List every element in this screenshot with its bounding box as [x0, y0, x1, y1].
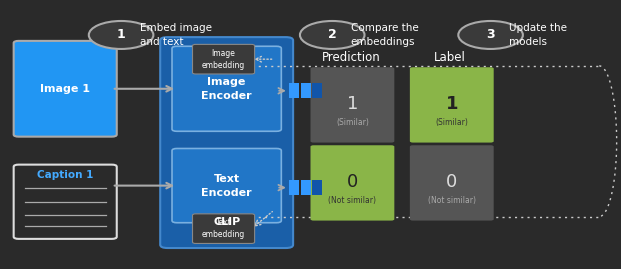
Bar — [301, 180, 310, 195]
Circle shape — [89, 21, 153, 49]
Text: 3: 3 — [486, 29, 495, 41]
FancyBboxPatch shape — [310, 67, 394, 143]
Bar — [289, 180, 299, 195]
Bar — [312, 83, 322, 98]
Bar — [312, 180, 322, 195]
Text: Image
Encoder: Image Encoder — [201, 77, 252, 101]
Text: Image 1: Image 1 — [40, 84, 90, 94]
Text: Update the
models: Update the models — [509, 23, 567, 47]
FancyBboxPatch shape — [14, 41, 117, 137]
FancyBboxPatch shape — [172, 46, 281, 131]
Text: Label: Label — [434, 51, 466, 64]
Text: 1: 1 — [445, 95, 458, 112]
FancyBboxPatch shape — [193, 214, 255, 243]
FancyBboxPatch shape — [310, 145, 394, 221]
Text: Caption 1: Caption 1 — [37, 170, 93, 180]
FancyBboxPatch shape — [14, 165, 117, 239]
FancyBboxPatch shape — [172, 148, 281, 223]
Text: (Not similar): (Not similar) — [329, 196, 376, 205]
FancyBboxPatch shape — [160, 37, 293, 248]
Bar — [301, 83, 310, 98]
Bar — [289, 83, 299, 98]
Text: 0: 0 — [446, 173, 458, 190]
Text: 2: 2 — [328, 29, 337, 41]
Text: (Similar): (Similar) — [336, 118, 369, 127]
Text: (Similar): (Similar) — [435, 118, 468, 127]
FancyBboxPatch shape — [410, 145, 494, 221]
Text: Prediction: Prediction — [322, 51, 380, 64]
Circle shape — [458, 21, 523, 49]
Text: Image
embedding: Image embedding — [202, 49, 245, 70]
Text: (Not similar): (Not similar) — [428, 196, 476, 205]
Text: Text
embedding: Text embedding — [202, 218, 245, 239]
Text: Embed image
and text: Embed image and text — [140, 23, 212, 47]
Text: 0: 0 — [347, 173, 358, 190]
Text: CLIP: CLIP — [213, 217, 240, 227]
Text: Text
Encoder: Text Encoder — [201, 174, 252, 198]
Text: Compare the
embeddings: Compare the embeddings — [351, 23, 419, 47]
Text: 1: 1 — [347, 95, 358, 112]
FancyBboxPatch shape — [193, 44, 255, 74]
FancyBboxPatch shape — [410, 67, 494, 143]
Text: 1: 1 — [117, 29, 125, 41]
Circle shape — [300, 21, 365, 49]
